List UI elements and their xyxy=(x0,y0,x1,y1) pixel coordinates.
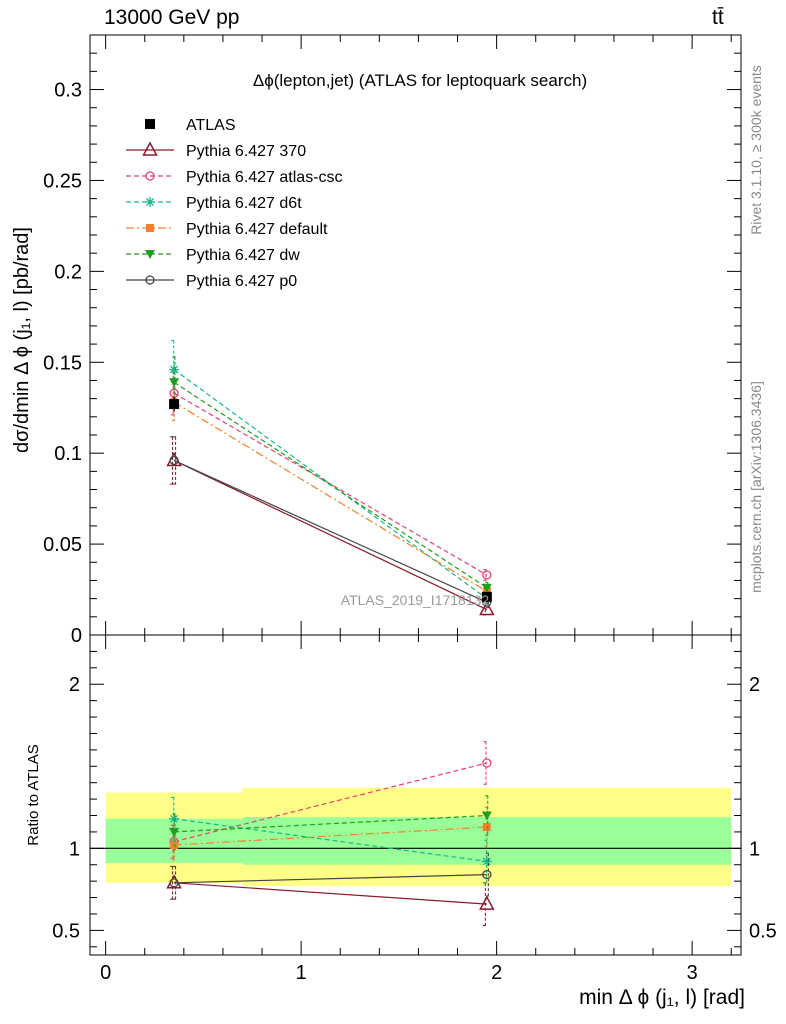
ratio-y-tick-label: 2 xyxy=(69,674,80,696)
ratio-point-4 xyxy=(481,811,492,821)
x-tick-label: 2 xyxy=(491,962,502,984)
legend: ATLAS Pythia 6.427 370 Pythia 6.427 atlas-… xyxy=(126,117,343,290)
uncertainty-bands xyxy=(105,787,732,887)
data-point xyxy=(481,591,492,602)
ratio-point-2 xyxy=(481,856,492,867)
main-y-tick-label: 0 xyxy=(71,625,82,647)
ratio-y-tick-label: 0.5 xyxy=(52,920,80,942)
main-y-tick-label: 0.25 xyxy=(43,170,82,192)
x-axis-label: min Δ ϕ (j₁, l) [rad] xyxy=(579,986,745,1009)
ratio-line-3 xyxy=(174,826,487,846)
ratio-errorbar-5 xyxy=(173,865,179,900)
ratio-line-2 xyxy=(173,818,487,863)
ratio-point-0 xyxy=(166,874,182,889)
ratio-point-5 xyxy=(482,869,492,880)
legend-marker-3 xyxy=(146,224,154,232)
mcplots-label: mcplots.cern.ch [arXiv:1306.3436] xyxy=(748,381,764,593)
x-tick-label: 3 xyxy=(687,962,698,984)
series-line-2 xyxy=(173,369,488,600)
ratio-errorbar-4 xyxy=(172,813,178,851)
legend-marker-0 xyxy=(142,141,158,156)
series-line-5 xyxy=(173,459,488,603)
chart-title: Δϕ(lepton,jet) (ATLAS for leptoquark sea… xyxy=(253,71,587,90)
header-energy: 13000 GeV pp xyxy=(104,6,240,29)
legend-label-0: Pythia 6.427 370 xyxy=(186,143,306,160)
ratio-line-1 xyxy=(173,762,488,843)
ratio-y-tick-label: 1 xyxy=(69,838,80,860)
ratio-y-tick-label-right: 2 xyxy=(749,674,760,696)
series-point-1 xyxy=(482,570,492,580)
main-y-tick-label: 0.05 xyxy=(43,534,82,556)
ratio-point-2 xyxy=(169,813,180,824)
main-y-tick-label: 0.3 xyxy=(54,80,82,102)
header-process: tt̄ xyxy=(712,6,724,29)
ratio-errorbar-0 xyxy=(170,865,176,900)
ratio-errorbar-5 xyxy=(485,852,491,897)
series-errorbar-5 xyxy=(173,436,179,485)
ratio-point-5 xyxy=(169,878,179,888)
legend-marker-4 xyxy=(145,250,155,259)
ratio-frame xyxy=(89,634,742,956)
legend-label-4: Pythia 6.427 dw xyxy=(186,247,300,264)
x-tick-label: 0 xyxy=(100,962,111,984)
legend-label-data: ATLAS xyxy=(186,117,236,134)
ratio-errorbar-4 xyxy=(485,795,491,836)
ratio-point-4 xyxy=(169,827,180,837)
ratio-plot: 0.5 0.5 1 1 2 2 0 1 2 3 xyxy=(52,634,777,984)
legend-label-2: Pythia 6.427 d6t xyxy=(186,195,302,212)
legend-label-3: Pythia 6.427 default xyxy=(186,221,328,238)
legend-marker-data xyxy=(145,119,155,129)
main-y-tick-label: 0.15 xyxy=(43,352,82,374)
legend-marker-1 xyxy=(145,171,155,181)
series-point-4 xyxy=(169,378,180,388)
ratio-line-0 xyxy=(174,882,487,905)
main-y-axis-label: dσ/dmin Δ ϕ (j₁, l) [pb/rad] xyxy=(11,227,33,453)
chart-labels: Δϕ(lepton,jet) (ATLAS for leptoquark sea… xyxy=(11,65,764,1009)
ratio-line-5 xyxy=(174,873,487,884)
ratio-point-1 xyxy=(482,758,492,768)
series-point-0 xyxy=(479,600,495,616)
analysis-watermark: ATLAS_2019_I1718132 xyxy=(341,592,490,608)
legend-marker-5 xyxy=(145,275,155,285)
ratio-y-axis-label: Ratio to ATLAS xyxy=(25,744,42,845)
rivet-version-label: Rivet 3.1.10, ≥ 300k events xyxy=(748,65,764,235)
main-y-tick-label: 0.2 xyxy=(54,261,82,283)
legend-marker-2 xyxy=(145,197,155,207)
series-errorbar-0 xyxy=(170,436,176,485)
ratio-point-3 xyxy=(482,823,491,831)
ratio-errorbar-1 xyxy=(483,741,489,785)
ratio-y-tick-label-right: 1 xyxy=(749,838,760,860)
series-line-3 xyxy=(173,401,488,592)
legend-label-5: Pythia 6.427 p0 xyxy=(186,273,297,290)
series-point-0 xyxy=(166,451,182,467)
main-plot: 0 0.05 0.1 0.15 0.2 0.25 0.3 ATLAS Pythia 6.427 … xyxy=(43,34,742,647)
series-point-2 xyxy=(169,364,180,375)
series-line-4 xyxy=(173,381,488,589)
series-point-4 xyxy=(481,583,492,593)
series-line-0 xyxy=(173,459,488,611)
ratio-point-0 xyxy=(479,895,495,910)
ratio-y-tick-label-right: 0.5 xyxy=(749,920,777,942)
ratio-line-4 xyxy=(174,814,487,833)
x-tick-label: 1 xyxy=(296,962,307,984)
series-point-5 xyxy=(169,455,179,466)
ratio-point-3 xyxy=(170,841,179,850)
legend-label-1: Pythia 6.427 atlas-csc xyxy=(186,169,343,186)
data-point xyxy=(169,399,180,410)
main-y-tick-label: 0.1 xyxy=(54,443,82,465)
